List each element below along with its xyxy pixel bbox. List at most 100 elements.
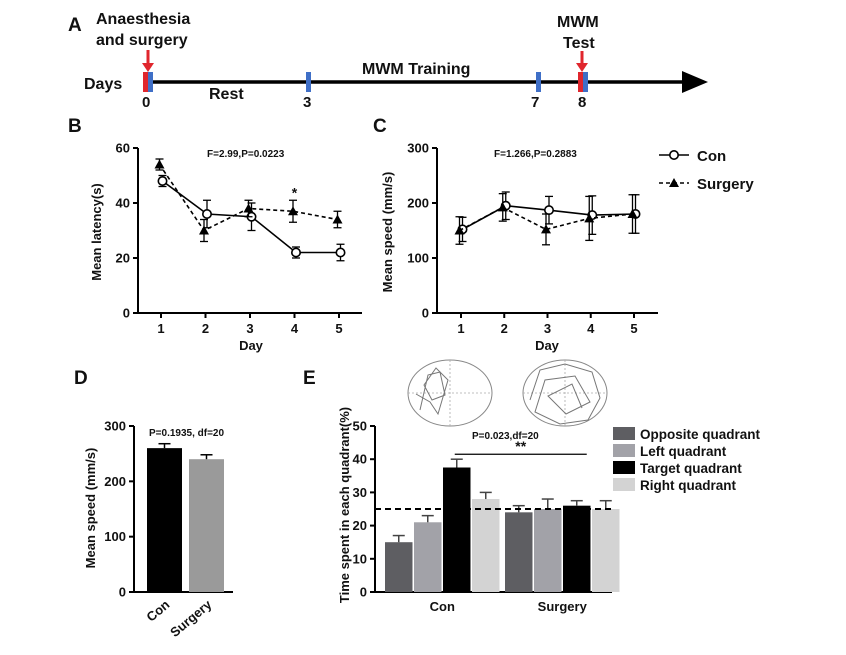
panel-a-letter-text: A: [68, 15, 82, 36]
panel-b-x-axis-label: Day: [239, 338, 264, 353]
panel-c-x-tick-label: 5: [630, 321, 637, 336]
panel-b-surgery-point: [199, 225, 209, 235]
panel-b-surgery-point: [332, 214, 343, 224]
timeline-event-right-line1: MWM: [557, 14, 599, 31]
panel-c-x-axis-label: Day: [535, 338, 560, 353]
timeline-event-left-line2: and surgery: [96, 32, 188, 49]
legend-e-label-opposite: Opposite quadrant: [640, 427, 761, 442]
timeline-day-0: 0: [142, 94, 150, 111]
timeline-training-label: MWM Training: [362, 61, 470, 78]
legend-e-swatch-opposite: [613, 427, 635, 440]
panel-d-bar-surgery: [189, 459, 224, 592]
panel-e-bar: [505, 512, 533, 592]
panel-e-quadrant-bars: E P=0.023,df=20 Time spent in each quadr…: [303, 359, 761, 614]
panel-e-y-tick-label: 40: [353, 452, 367, 467]
panel-b-letter: B: [68, 116, 82, 137]
panel-c-x-tick-label: 1: [457, 321, 464, 336]
panel-b-stat-text: F=2.99,P=0.0223: [207, 149, 285, 160]
panel-d-speed-bars: D P=0.1935, df=20 Mean speed (mm/s) 0 100…: [74, 368, 233, 640]
panel-b-surgery-point: [243, 203, 254, 213]
panel-a-timeline: A Anaesthesia and surgery MWM Test Days …: [68, 11, 708, 111]
panel-b-x-tick-label: 3: [246, 321, 253, 336]
timeline-day-8: 8: [578, 94, 586, 111]
panel-e-category-label: Con: [430, 599, 455, 614]
panel-b-y-axis-label: Mean latency(s): [89, 183, 104, 281]
panel-d-category-label: Con: [143, 597, 172, 625]
panel-c-surgery-point: [497, 202, 508, 212]
legend-e-swatch-left: [613, 444, 635, 457]
panel-e-stat-text: P=0.023,df=20: [472, 431, 539, 442]
panel-b-x-tick-label: 5: [335, 321, 342, 336]
panel-b-con-point: [202, 209, 213, 220]
panel-d-y-axis-label: Mean speed (mm/s): [83, 448, 98, 569]
panel-c-y-tick-label: 100: [407, 251, 429, 266]
panel-d-stat-text: P=0.1935, df=20: [149, 428, 224, 439]
panel-e-bar: [472, 499, 500, 592]
panel-c-series-surgery-line: [459, 206, 633, 232]
legend-surgery-label: Surgery: [697, 176, 754, 193]
timeline-marker-day0-red: [143, 72, 148, 92]
panel-d-y-tick-label: 300: [104, 419, 126, 434]
legend-e-label-left: Left quadrant: [640, 444, 727, 459]
panel-b-con-point: [335, 247, 346, 258]
timeline-marker-day0: [148, 72, 153, 92]
panel-c-x-tick-label: 4: [587, 321, 595, 336]
panel-b-y-tick-label: 40: [116, 196, 130, 211]
panel-e-bar: [534, 509, 562, 592]
panel-b-surgery-point: [288, 206, 298, 216]
timeline-arrowhead: [682, 71, 708, 93]
panel-c-surgery-point: [627, 209, 638, 218]
swim-trace-con: [415, 367, 449, 416]
panel-e-y-tick-label: 50: [353, 419, 367, 434]
panel-b-x-tick-label: 4: [291, 321, 299, 336]
legend-e-swatch-target: [613, 461, 635, 474]
swim-trace-surgery: [529, 363, 601, 425]
legend-e-label-right: Right quadrant: [640, 478, 736, 493]
timeline-event-arrow-right-head: [576, 63, 588, 72]
swim-path-con-thumbnail: [407, 359, 493, 427]
panel-c-con-point: [543, 205, 554, 216]
legend-con-marker: [668, 150, 679, 161]
panel-e-bar: [563, 505, 591, 592]
timeline-row-label: Days: [84, 76, 122, 93]
panel-c-x-tick-label: 3: [544, 321, 551, 336]
legend-e-swatch-right: [613, 478, 635, 491]
panel-c-y-axis-label: Mean speed (mm/s): [380, 172, 395, 293]
panel-c-surgery-point: [541, 224, 551, 234]
timeline-day-3: 3: [303, 94, 311, 111]
panel-b-y-tick-label: 60: [116, 141, 130, 156]
panel-c-y-tick-label: 0: [422, 306, 429, 321]
panel-e-bar: [443, 467, 471, 592]
timeline-marker-day8: [583, 72, 588, 92]
legend-surgery-marker: [669, 178, 679, 187]
swim-path-surgery-thumbnail: [522, 359, 608, 427]
panel-e-y-tick-label: 20: [353, 518, 367, 533]
timeline-event-right-line2: Test: [563, 35, 595, 52]
panel-d-bar-con: [147, 448, 182, 592]
timeline-event-arrow-left-head: [142, 63, 154, 72]
panel-d-y-tick-label: 100: [104, 529, 126, 544]
panel-e-y-tick-label: 10: [353, 551, 367, 566]
panel-b-x-tick-label: 1: [157, 321, 164, 336]
panel-b-y-tick-label: 20: [116, 251, 130, 266]
panel-c-letter: C: [373, 116, 387, 137]
panel-d-y-tick-label: 200: [104, 474, 126, 489]
timeline-event-left-line1: Anaesthesia: [96, 11, 190, 28]
legend-bc: Con Surgery: [659, 148, 754, 193]
panel-d-y-tick-label: 0: [119, 585, 126, 600]
panel-e-bar: [592, 509, 620, 592]
panel-e-category-label: Surgery: [538, 599, 588, 614]
panel-b-x-tick-label: 2: [202, 321, 209, 336]
panel-e-bar: [385, 542, 413, 592]
timeline-marker-day7: [536, 72, 541, 92]
panel-b-surgery-point: [154, 159, 165, 169]
panel-c-y-tick-label: 200: [407, 196, 429, 211]
panel-e-y-axis-label: Time spent in each quadrant(%): [337, 407, 352, 603]
panel-d-letter: D: [74, 368, 88, 389]
panel-e-y-tick-label: 0: [360, 585, 367, 600]
panel-b-significance-mark: *: [292, 184, 298, 200]
timeline-marker-day8-red: [578, 72, 583, 92]
panel-b-latency-chart: B F=2.99,P=0.0223 Mean latency(s) Day 0 2…: [68, 116, 362, 353]
legend-e: Opposite quadrant Left quadrant Target q…: [613, 427, 761, 493]
